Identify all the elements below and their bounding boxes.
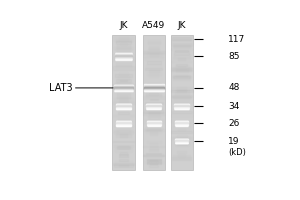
Text: 26: 26 xyxy=(228,119,239,128)
Text: LAT3: LAT3 xyxy=(49,83,113,93)
Bar xyxy=(171,35,193,170)
Text: 34: 34 xyxy=(228,102,239,111)
Bar xyxy=(112,35,135,170)
Text: 85: 85 xyxy=(228,52,240,61)
Text: A549: A549 xyxy=(142,21,165,30)
Bar xyxy=(143,35,165,170)
Text: 117: 117 xyxy=(228,35,245,44)
Text: 48: 48 xyxy=(228,83,239,92)
Text: (kD): (kD) xyxy=(228,148,246,157)
Text: 19: 19 xyxy=(228,137,240,146)
Text: JK: JK xyxy=(177,21,186,30)
Text: JK: JK xyxy=(119,21,128,30)
